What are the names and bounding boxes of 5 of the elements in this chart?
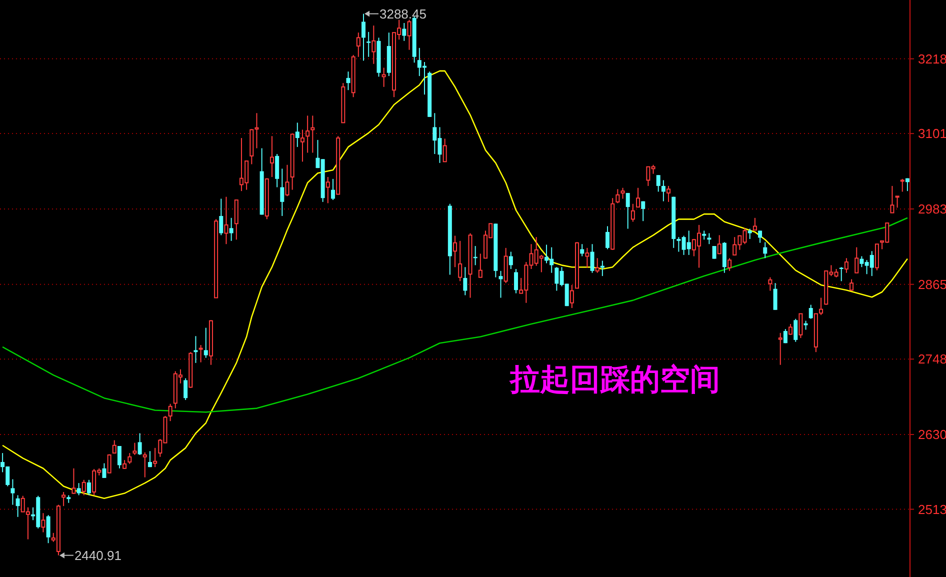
annotation: 3288.45 bbox=[364, 6, 426, 22]
annotation: 2440.91 bbox=[74, 548, 122, 563]
annotation: 拉起回踩的空间 bbox=[510, 362, 720, 398]
annotation: 2440.91 bbox=[59, 548, 122, 563]
annotation: 3288.45 bbox=[379, 6, 426, 22]
